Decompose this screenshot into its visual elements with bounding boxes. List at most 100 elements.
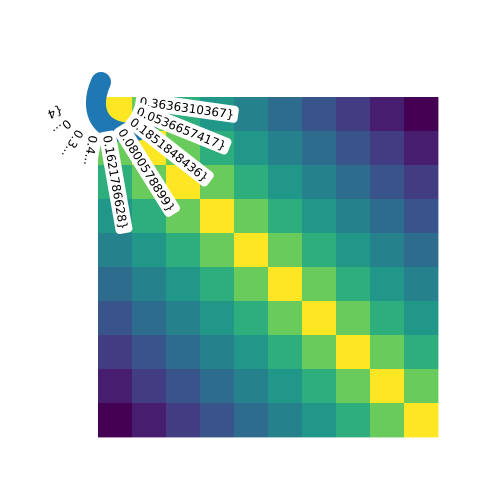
heatmap-cell [370, 369, 405, 404]
heatmap-cell [132, 233, 167, 268]
annotation-box [99, 130, 133, 235]
heatmap-cell [336, 369, 371, 404]
heatmap-cell [336, 199, 371, 234]
heatmap-cell [234, 233, 269, 268]
annotation-label: {4 [42, 101, 69, 124]
heatmap-cell [404, 233, 439, 268]
heatmap-cell [370, 335, 405, 370]
annotation-box [113, 123, 180, 217]
heatmap-cell [404, 301, 439, 336]
heatmap-cell [166, 369, 201, 404]
heatmap-cell [268, 369, 303, 404]
annotation-box [125, 112, 214, 187]
heatmap-cell [370, 267, 405, 302]
heatmap-cell [234, 335, 269, 370]
heatmap-cell [200, 403, 235, 438]
heatmap-cell [404, 97, 439, 132]
heatmap-cell [404, 165, 439, 200]
heatmap-cell [302, 267, 337, 302]
heatmap-cell [336, 267, 371, 302]
heatmap-cell [132, 335, 167, 370]
heatmap-cell [200, 301, 235, 336]
heatmap-cell [404, 267, 439, 302]
heatmap-cell [268, 131, 303, 166]
heatmap-cell [200, 233, 235, 268]
heatmap-cell [268, 165, 303, 200]
heatmap-cell [302, 199, 337, 234]
heatmap-cell [166, 301, 201, 336]
annotation-text: {4 [46, 103, 65, 121]
heatmap-cell [234, 267, 269, 302]
heatmap-cell [98, 267, 133, 302]
heatmap-cell [234, 369, 269, 404]
heatmap-cell [370, 131, 405, 166]
heatmap-cell [234, 165, 269, 200]
heatmap-cell [166, 335, 201, 370]
heatmap-cell [370, 97, 405, 132]
heatmap-cell [302, 97, 337, 132]
heatmap-cell [268, 335, 303, 370]
heatmap-cell [132, 403, 167, 438]
heatmap-cell [200, 267, 235, 302]
annotation-box [42, 101, 69, 124]
heatmap-cell [336, 301, 371, 336]
heatmap-cell [132, 369, 167, 404]
heatmap-cell [98, 335, 133, 370]
heatmap-cell [268, 403, 303, 438]
heatmap-cells [98, 97, 439, 438]
annotation-label: 0.4... [79, 130, 102, 171]
heatmap-cell [268, 233, 303, 268]
heatmap-cell [132, 267, 167, 302]
heatmap-cell [234, 131, 269, 166]
heatmap-cell [336, 97, 371, 132]
heatmap-cell [370, 165, 405, 200]
heatmap-cell [268, 267, 303, 302]
heatmap-cell [98, 301, 133, 336]
heatmap-cell [98, 403, 133, 438]
heatmap-cell [234, 403, 269, 438]
annotation-box [79, 130, 102, 171]
heatmap-cell [336, 335, 371, 370]
heatmap-cell [234, 199, 269, 234]
heatmap-cell [404, 403, 439, 438]
heatmap-cell [200, 335, 235, 370]
heatmap-cell [200, 199, 235, 234]
annotation-box [57, 124, 89, 164]
heatmap-cell [370, 233, 405, 268]
heatmap-cell [166, 267, 201, 302]
heatmap-cell [132, 301, 167, 336]
heatmap-cell [302, 165, 337, 200]
heatmap-cell [302, 131, 337, 166]
heatmap-cell [200, 369, 235, 404]
heatmap-cell [98, 369, 133, 404]
heatmap-cell [302, 403, 337, 438]
heatmap-cell [336, 131, 371, 166]
heatmap-cell [302, 369, 337, 404]
heatmap-cell [166, 403, 201, 438]
heatmap-cell [268, 97, 303, 132]
heatmap-cell [302, 335, 337, 370]
heatmap-cell [98, 233, 133, 268]
annotation-box [48, 114, 77, 142]
heatmap-cell [234, 97, 269, 132]
heatmap-cell [370, 403, 405, 438]
heatmap-cell [234, 301, 269, 336]
heatmap-cell [268, 301, 303, 336]
heatmap-cell [166, 233, 201, 268]
heatmap-cell [404, 369, 439, 404]
annotation-box [131, 102, 232, 155]
heatmap-cell [404, 131, 439, 166]
heatmap-cell [404, 199, 439, 234]
heatmap-cell [336, 403, 371, 438]
heatmap-cell [336, 233, 371, 268]
heatmap-cell [336, 165, 371, 200]
heatmap-cell [302, 233, 337, 268]
annotation-box [135, 92, 239, 123]
heatmap-cell [404, 335, 439, 370]
heatmap-cell [370, 301, 405, 336]
heatmap-cell [370, 199, 405, 234]
heatmap-cell [268, 199, 303, 234]
annotation-text: 0.4... [81, 134, 100, 166]
heatmap-cell [302, 301, 337, 336]
